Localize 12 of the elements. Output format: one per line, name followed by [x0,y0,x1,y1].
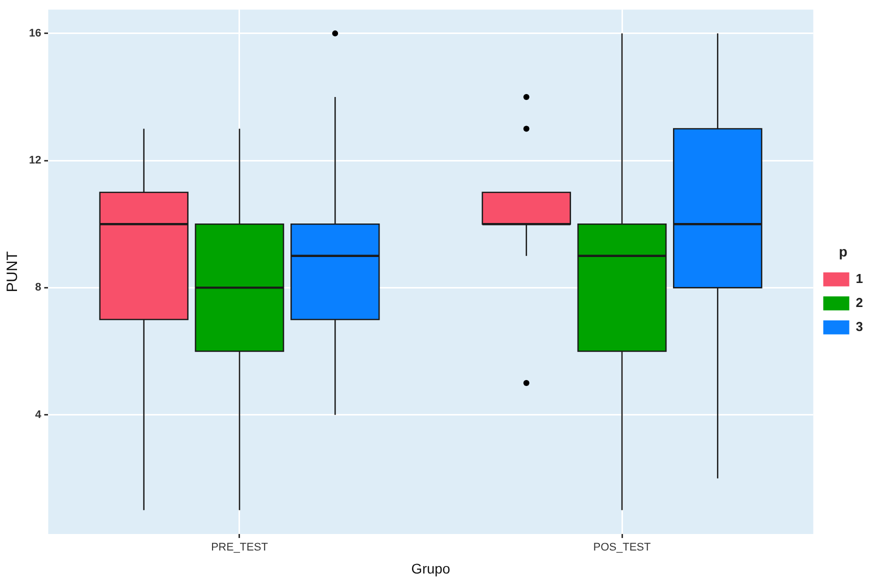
x-axis-title: Grupo [411,560,450,576]
legend-label: 1 [856,270,864,286]
y-tick-label: 16 [28,27,42,40]
x-tick-label: PRE_TEST [211,542,268,554]
legend-label: 2 [856,294,864,310]
legend-label: 3 [856,318,864,334]
x-tick-label: POS_TEST [593,542,652,554]
y-axis-title: PUNT [4,251,22,292]
legend-title: p [838,243,848,260]
y-tick-label: 4 [35,408,42,421]
y-tick-label: 8 [35,282,42,294]
y-tick-label: 12 [28,154,42,167]
